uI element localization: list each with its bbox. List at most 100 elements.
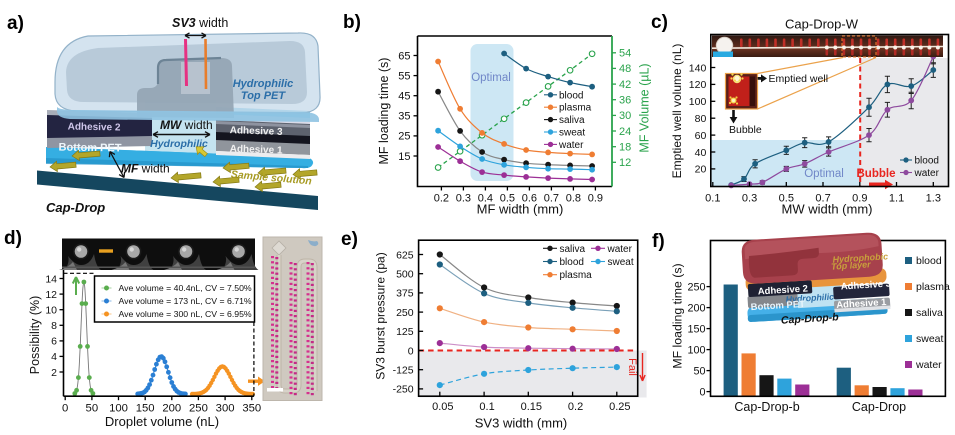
svg-text:Ave volume = 173 nL, CV = 6.71: Ave volume = 173 nL, CV = 6.71%: [119, 296, 252, 306]
svg-text:25: 25: [398, 131, 410, 143]
svg-text:4: 4: [51, 351, 57, 363]
svg-text:MF width (mm): MF width (mm): [477, 202, 564, 217]
svg-text:0: 0: [699, 386, 705, 398]
svg-text:0.4: 0.4: [478, 193, 493, 205]
svg-text:Hydrophilic: Hydrophilic: [150, 138, 208, 150]
svg-text:SV3 width: SV3 width: [172, 16, 228, 30]
svg-text:54: 54: [619, 48, 631, 60]
svg-text:saliva: saliva: [560, 244, 586, 255]
svg-text:blood: blood: [916, 255, 942, 267]
svg-text:250: 250: [189, 403, 208, 415]
svg-text:saliva: saliva: [559, 115, 585, 126]
svg-text:MF width: MF width: [121, 162, 170, 176]
svg-text:55: 55: [398, 70, 410, 82]
svg-text:Adhesive 2: Adhesive 2: [68, 122, 121, 134]
svg-text:10: 10: [45, 305, 57, 317]
svg-text:plasma: plasma: [916, 281, 950, 293]
svg-text:0.9: 0.9: [588, 193, 603, 205]
svg-text:2: 2: [51, 367, 57, 379]
svg-text:Possibility (%): Possibility (%): [28, 296, 42, 375]
svg-text:-125: -125: [393, 365, 414, 377]
svg-text:0: 0: [408, 345, 414, 357]
svg-text:250: 250: [687, 281, 705, 293]
svg-text:Cap-Drop-b: Cap-Drop-b: [734, 400, 799, 414]
svg-text:Bottom PET: Bottom PET: [58, 141, 121, 154]
svg-text:15: 15: [398, 151, 410, 163]
svg-text:f): f): [652, 231, 665, 252]
svg-text:e): e): [341, 229, 358, 250]
svg-text:65: 65: [398, 50, 410, 62]
svg-text:Optimal: Optimal: [804, 168, 844, 180]
svg-text:Cap-Drop-b: Cap-Drop-b: [781, 311, 840, 327]
svg-text:blood: blood: [560, 257, 584, 268]
svg-text:0.7: 0.7: [544, 193, 559, 205]
svg-text:Bottom PET: Bottom PET: [750, 299, 805, 313]
svg-text:12: 12: [45, 289, 57, 301]
svg-text:0.1: 0.1: [479, 401, 494, 413]
svg-text:Cap-Drop-W: Cap-Drop-W: [785, 17, 859, 32]
svg-text:0.05: 0.05: [432, 401, 453, 413]
svg-text:150: 150: [136, 403, 155, 415]
svg-text:24: 24: [619, 126, 631, 138]
svg-text:Emptied well volume (nL): Emptied well volume (nL): [670, 44, 684, 179]
svg-text:Droplet volume (nL): Droplet volume (nL): [105, 414, 219, 429]
svg-text:40: 40: [695, 147, 707, 159]
svg-text:375: 375: [396, 288, 414, 300]
svg-text:blood: blood: [915, 156, 939, 167]
svg-text:water: water: [607, 244, 633, 255]
svg-text:125: 125: [396, 326, 414, 338]
svg-text:140: 140: [689, 62, 707, 74]
svg-text:sweat: sweat: [916, 333, 944, 345]
svg-text:100: 100: [109, 403, 128, 415]
svg-text:100: 100: [689, 96, 707, 108]
svg-text:sweat: sweat: [608, 257, 634, 268]
svg-text:20: 20: [695, 164, 707, 176]
svg-text:plasma: plasma: [560, 270, 593, 281]
svg-text:0.2: 0.2: [568, 401, 583, 413]
svg-text:Ave volume = 300 nL, CV = 6.95: Ave volume = 300 nL, CV = 6.95%: [119, 309, 252, 319]
svg-text:Emptied well: Emptied well: [769, 73, 829, 85]
svg-text:500: 500: [396, 269, 414, 281]
svg-text:1.3: 1.3: [926, 193, 941, 205]
svg-text:water: water: [558, 140, 584, 151]
svg-text:0.2: 0.2: [434, 193, 449, 205]
svg-text:300: 300: [216, 403, 235, 415]
svg-text:Top layer: Top layer: [831, 259, 872, 271]
svg-text:plasma: plasma: [559, 103, 592, 114]
svg-text:c): c): [651, 12, 668, 33]
svg-text:0.15: 0.15: [521, 401, 542, 413]
svg-text:35: 35: [398, 111, 410, 123]
svg-text:0.5: 0.5: [779, 193, 794, 205]
svg-text:42: 42: [619, 79, 631, 91]
svg-text:625: 625: [396, 249, 414, 261]
svg-text:Bubble: Bubble: [729, 124, 762, 136]
svg-text:MF loading time (s): MF loading time (s): [377, 58, 391, 165]
svg-text:MF loading time (s): MF loading time (s): [671, 263, 685, 368]
svg-text:48: 48: [619, 63, 631, 75]
svg-text:MW width: MW width: [160, 118, 213, 132]
svg-text:Fail: Fail: [626, 358, 638, 376]
svg-text:6: 6: [51, 336, 57, 348]
svg-text:50: 50: [86, 403, 99, 415]
svg-text:sweat: sweat: [559, 128, 585, 139]
svg-text:Adhesive 3: Adhesive 3: [230, 125, 284, 138]
svg-text:blood: blood: [559, 90, 583, 101]
svg-text:0.25: 0.25: [609, 401, 630, 413]
svg-text:36: 36: [619, 95, 631, 107]
svg-text:150: 150: [687, 323, 705, 335]
svg-text:water: water: [915, 359, 942, 371]
svg-text:30: 30: [619, 110, 631, 122]
svg-text:0.6: 0.6: [522, 193, 537, 205]
svg-text:Adhesive 1: Adhesive 1: [230, 144, 284, 157]
svg-text:0.3: 0.3: [456, 193, 471, 205]
svg-text:Adhesive 2: Adhesive 2: [757, 283, 808, 297]
svg-text:Bubble: Bubble: [857, 168, 896, 180]
svg-text:45: 45: [398, 91, 410, 103]
svg-text:Optimal: Optimal: [471, 72, 511, 84]
svg-text:Ave volume = 40.4nL, CV = 7.50: Ave volume = 40.4nL, CV = 7.50%: [119, 283, 252, 293]
svg-text:b): b): [343, 12, 361, 33]
svg-text:Hydrophilic: Hydrophilic: [233, 78, 294, 90]
svg-text:250: 250: [396, 307, 414, 319]
svg-text:MW width (mm): MW width (mm): [782, 202, 873, 217]
svg-text:Adhesive 1: Adhesive 1: [836, 297, 887, 311]
